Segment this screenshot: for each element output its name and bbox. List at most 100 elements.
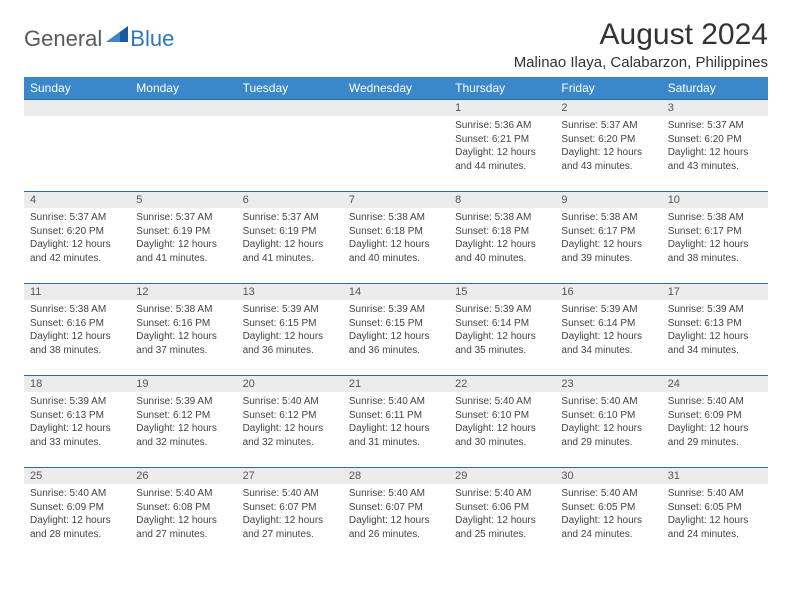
sunrise-text: Sunrise: 5:40 AM: [243, 395, 337, 409]
sunset-text: Sunset: 6:13 PM: [30, 409, 124, 423]
sunrise-text: Sunrise: 5:39 AM: [136, 395, 230, 409]
daylight-text: Daylight: 12 hours and 26 minutes.: [349, 514, 443, 541]
day-number: 24: [662, 376, 768, 392]
day-number: 11: [24, 284, 130, 300]
day-details: Sunrise: 5:40 AMSunset: 6:09 PMDaylight:…: [24, 484, 130, 545]
day-number: 22: [449, 376, 555, 392]
calendar-day-cell: 2Sunrise: 5:37 AMSunset: 6:20 PMDaylight…: [555, 100, 661, 192]
calendar-day-cell: 28Sunrise: 5:40 AMSunset: 6:07 PMDayligh…: [343, 468, 449, 560]
sunrise-text: Sunrise: 5:40 AM: [668, 487, 762, 501]
sunrise-text: Sunrise: 5:38 AM: [349, 211, 443, 225]
weekday-header: Thursday: [449, 77, 555, 100]
sunset-text: Sunset: 6:10 PM: [455, 409, 549, 423]
day-number: 16: [555, 284, 661, 300]
sunset-text: Sunset: 6:07 PM: [243, 501, 337, 515]
daylight-text: Daylight: 12 hours and 44 minutes.: [455, 146, 549, 173]
calendar-day-cell: 31Sunrise: 5:40 AMSunset: 6:05 PMDayligh…: [662, 468, 768, 560]
calendar-day-cell: 27Sunrise: 5:40 AMSunset: 6:07 PMDayligh…: [237, 468, 343, 560]
sunrise-text: Sunrise: 5:40 AM: [561, 487, 655, 501]
daylight-text: Daylight: 12 hours and 29 minutes.: [561, 422, 655, 449]
calendar-day-cell: [24, 100, 130, 192]
daylight-text: Daylight: 12 hours and 36 minutes.: [243, 330, 337, 357]
daylight-text: Daylight: 12 hours and 24 minutes.: [668, 514, 762, 541]
calendar-day-cell: 3Sunrise: 5:37 AMSunset: 6:20 PMDaylight…: [662, 100, 768, 192]
location-text: Malinao Ilaya, Calabarzon, Philippines: [514, 54, 768, 71]
sunrise-text: Sunrise: 5:40 AM: [243, 487, 337, 501]
day-details: Sunrise: 5:37 AMSunset: 6:20 PMDaylight:…: [555, 116, 661, 177]
day-number: 31: [662, 468, 768, 484]
title-block: August 2024 Malinao Ilaya, Calabarzon, P…: [514, 18, 768, 71]
day-number: 17: [662, 284, 768, 300]
calendar-body: 1Sunrise: 5:36 AMSunset: 6:21 PMDaylight…: [24, 100, 768, 560]
sunrise-text: Sunrise: 5:37 AM: [668, 119, 762, 133]
sunrise-text: Sunrise: 5:40 AM: [136, 487, 230, 501]
day-details: Sunrise: 5:40 AMSunset: 6:10 PMDaylight:…: [555, 392, 661, 453]
sunrise-text: Sunrise: 5:40 AM: [668, 395, 762, 409]
weekday-header: Wednesday: [343, 77, 449, 100]
day-details: Sunrise: 5:37 AMSunset: 6:19 PMDaylight:…: [130, 208, 236, 269]
logo-text-blue: Blue: [130, 26, 174, 52]
calendar-day-cell: 21Sunrise: 5:40 AMSunset: 6:11 PMDayligh…: [343, 376, 449, 468]
day-details: Sunrise: 5:40 AMSunset: 6:07 PMDaylight:…: [343, 484, 449, 545]
day-details: Sunrise: 5:38 AMSunset: 6:18 PMDaylight:…: [343, 208, 449, 269]
sunrise-text: Sunrise: 5:40 AM: [349, 395, 443, 409]
calendar-day-cell: 16Sunrise: 5:39 AMSunset: 6:14 PMDayligh…: [555, 284, 661, 376]
daylight-text: Daylight: 12 hours and 33 minutes.: [30, 422, 124, 449]
day-number: 18: [24, 376, 130, 392]
day-number: 28: [343, 468, 449, 484]
calendar-day-cell: 22Sunrise: 5:40 AMSunset: 6:10 PMDayligh…: [449, 376, 555, 468]
day-number: 15: [449, 284, 555, 300]
sunset-text: Sunset: 6:15 PM: [349, 317, 443, 331]
calendar-day-cell: 25Sunrise: 5:40 AMSunset: 6:09 PMDayligh…: [24, 468, 130, 560]
day-number: 2: [555, 100, 661, 116]
day-details: Sunrise: 5:37 AMSunset: 6:20 PMDaylight:…: [24, 208, 130, 269]
daylight-text: Daylight: 12 hours and 43 minutes.: [561, 146, 655, 173]
daylight-text: Daylight: 12 hours and 38 minutes.: [30, 330, 124, 357]
sunrise-text: Sunrise: 5:39 AM: [561, 303, 655, 317]
day-details: Sunrise: 5:39 AMSunset: 6:15 PMDaylight:…: [343, 300, 449, 361]
day-number: 14: [343, 284, 449, 300]
sunset-text: Sunset: 6:06 PM: [455, 501, 549, 515]
sunrise-text: Sunrise: 5:37 AM: [243, 211, 337, 225]
day-details: Sunrise: 5:39 AMSunset: 6:13 PMDaylight:…: [24, 392, 130, 453]
day-details: Sunrise: 5:37 AMSunset: 6:20 PMDaylight:…: [662, 116, 768, 177]
sunset-text: Sunset: 6:07 PM: [349, 501, 443, 515]
sunrise-text: Sunrise: 5:40 AM: [455, 395, 549, 409]
sunrise-text: Sunrise: 5:37 AM: [30, 211, 124, 225]
day-details: Sunrise: 5:39 AMSunset: 6:14 PMDaylight:…: [449, 300, 555, 361]
logo: General Blue: [24, 18, 174, 52]
weekday-header: Friday: [555, 77, 661, 100]
daylight-text: Daylight: 12 hours and 32 minutes.: [243, 422, 337, 449]
sunset-text: Sunset: 6:20 PM: [30, 225, 124, 239]
sunset-text: Sunset: 6:19 PM: [136, 225, 230, 239]
daylight-text: Daylight: 12 hours and 41 minutes.: [136, 238, 230, 265]
daylight-text: Daylight: 12 hours and 37 minutes.: [136, 330, 230, 357]
day-number: 29: [449, 468, 555, 484]
day-details: Sunrise: 5:40 AMSunset: 6:12 PMDaylight:…: [237, 392, 343, 453]
day-number: 25: [24, 468, 130, 484]
daylight-text: Daylight: 12 hours and 31 minutes.: [349, 422, 443, 449]
calendar-day-cell: 30Sunrise: 5:40 AMSunset: 6:05 PMDayligh…: [555, 468, 661, 560]
sunrise-text: Sunrise: 5:39 AM: [668, 303, 762, 317]
day-details: Sunrise: 5:40 AMSunset: 6:10 PMDaylight:…: [449, 392, 555, 453]
calendar-day-cell: 24Sunrise: 5:40 AMSunset: 6:09 PMDayligh…: [662, 376, 768, 468]
day-details: Sunrise: 5:38 AMSunset: 6:17 PMDaylight:…: [662, 208, 768, 269]
daylight-text: Daylight: 12 hours and 38 minutes.: [668, 238, 762, 265]
calendar-day-cell: [237, 100, 343, 192]
daylight-text: Daylight: 12 hours and 27 minutes.: [243, 514, 337, 541]
daylight-text: Daylight: 12 hours and 30 minutes.: [455, 422, 549, 449]
day-number: 21: [343, 376, 449, 392]
day-details: Sunrise: 5:36 AMSunset: 6:21 PMDaylight:…: [449, 116, 555, 177]
day-details: Sunrise: 5:40 AMSunset: 6:05 PMDaylight:…: [555, 484, 661, 545]
calendar-day-cell: 8Sunrise: 5:38 AMSunset: 6:18 PMDaylight…: [449, 192, 555, 284]
calendar-week-row: 11Sunrise: 5:38 AMSunset: 6:16 PMDayligh…: [24, 284, 768, 376]
daylight-text: Daylight: 12 hours and 39 minutes.: [561, 238, 655, 265]
calendar-day-cell: 10Sunrise: 5:38 AMSunset: 6:17 PMDayligh…: [662, 192, 768, 284]
sunrise-text: Sunrise: 5:37 AM: [136, 211, 230, 225]
sunset-text: Sunset: 6:17 PM: [668, 225, 762, 239]
calendar-day-cell: 15Sunrise: 5:39 AMSunset: 6:14 PMDayligh…: [449, 284, 555, 376]
daylight-text: Daylight: 12 hours and 41 minutes.: [243, 238, 337, 265]
day-number: 19: [130, 376, 236, 392]
calendar-day-cell: 7Sunrise: 5:38 AMSunset: 6:18 PMDaylight…: [343, 192, 449, 284]
daylight-text: Daylight: 12 hours and 29 minutes.: [668, 422, 762, 449]
